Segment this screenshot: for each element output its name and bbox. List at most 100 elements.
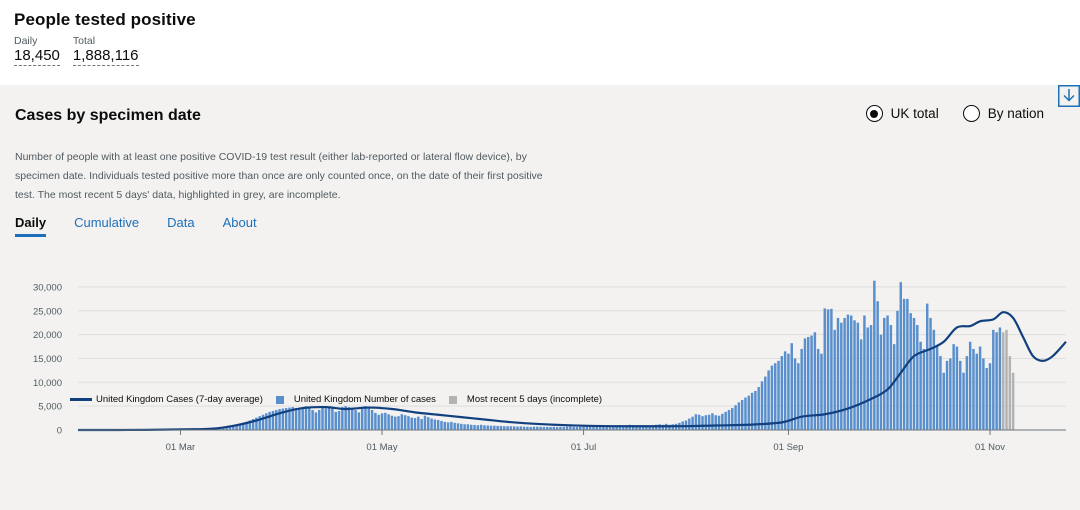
case-bar [807, 337, 810, 430]
case-bar [456, 423, 460, 430]
case-bar [222, 427, 225, 430]
case-bar [284, 408, 288, 430]
case-bar [912, 317, 916, 430]
case-bar [555, 427, 559, 430]
case-bar [539, 426, 542, 430]
case-bar [314, 412, 318, 430]
case-bar [265, 413, 268, 430]
case-bar [959, 360, 962, 430]
case-bar [281, 408, 285, 430]
case-bar [397, 416, 400, 430]
case-bar [945, 360, 949, 430]
case-bar [512, 426, 516, 430]
radio-selected-icon[interactable] [865, 105, 883, 122]
case-bar [549, 426, 552, 430]
case-bar [387, 414, 390, 430]
x-tick-label: 01 Jul [571, 442, 596, 453]
case-bar [251, 419, 255, 430]
daily-label: Daily [14, 35, 38, 47]
case-bar [750, 392, 754, 430]
case-bar [942, 372, 945, 430]
case-bar [370, 409, 374, 430]
case-bar [602, 426, 605, 430]
case-bar [975, 353, 979, 430]
case-bar [734, 405, 737, 430]
case-bar [463, 424, 466, 430]
case-bar [347, 407, 351, 430]
case-bar [423, 415, 427, 430]
x-tick-label: 01 Mar [166, 442, 196, 453]
case-bar [932, 329, 936, 430]
y-tick-label: 30,000 [33, 282, 62, 293]
case-bar [840, 322, 843, 430]
case-bar [294, 408, 298, 430]
card-title: Cases by specimen date [15, 107, 201, 124]
radio-uk-total[interactable]: UK total [865, 105, 939, 122]
case-bar [341, 407, 344, 430]
case-bar [780, 356, 784, 430]
case-bar [697, 414, 701, 430]
case-bar [354, 409, 357, 430]
case-bar [466, 424, 470, 430]
card-description: Number of people with at least one posit… [15, 151, 543, 201]
case-bar [275, 409, 278, 430]
y-tick-label: 15,000 [33, 354, 62, 365]
legend-average-label: United Kingdom Cases (7-day average) [96, 394, 263, 405]
tab-data[interactable]: Data [167, 215, 195, 230]
case-bar [916, 325, 919, 430]
case-bar [572, 426, 575, 430]
case-bar [764, 376, 767, 430]
case-bar [767, 370, 770, 430]
case-bar [476, 425, 480, 430]
case-bar [552, 426, 556, 430]
case-bar [813, 332, 817, 430]
case-bar [337, 410, 341, 430]
case-bar [588, 426, 592, 430]
case-bar [417, 416, 420, 430]
case-bar [978, 346, 982, 430]
case-bar [469, 424, 473, 430]
case-bar [714, 415, 717, 430]
case-bar [859, 339, 863, 430]
daily-value[interactable]: 18,450 [14, 47, 60, 66]
tab-cumulative[interactable]: Cumulative [74, 215, 140, 230]
case-bar [569, 426, 572, 430]
case-bar [536, 426, 539, 430]
radio-unselected-icon[interactable] [962, 105, 980, 122]
y-tick-label: 20,000 [33, 330, 62, 341]
case-bar [516, 426, 519, 430]
case-bar [724, 411, 727, 430]
case-bar [218, 428, 222, 430]
case-bar [228, 426, 232, 430]
case-bar [846, 314, 850, 430]
case-bar [460, 423, 463, 430]
incomplete-bar [1011, 372, 1015, 430]
case-bar [952, 344, 955, 430]
case-bar [803, 338, 807, 430]
case-bar [232, 425, 235, 430]
case-bar [631, 424, 635, 430]
case-bar [436, 419, 440, 430]
incomplete-bar [1005, 329, 1008, 430]
total-value[interactable]: 1,888,116 [72, 47, 139, 66]
case-bar [856, 322, 860, 430]
case-bar [321, 408, 324, 430]
average-line [77, 311, 1067, 432]
cases-chart: 0 5,000 10,000 15,000 20,000 25,000 30,000 01 M… [33, 280, 1067, 453]
total-label: Total [72, 35, 96, 47]
case-bar [235, 425, 238, 430]
area-radio-group: UK total By nation [865, 105, 1044, 122]
tab-about[interactable]: About [222, 215, 257, 230]
case-bar [896, 310, 899, 430]
case-bar [608, 426, 612, 430]
case-bar [833, 329, 836, 430]
legend-item-cases: United Kingdom Number of cases [275, 394, 436, 405]
tab-daily[interactable]: Daily [15, 215, 47, 237]
case-bar [393, 416, 397, 430]
case-bar [922, 348, 926, 430]
case-bar [939, 356, 942, 430]
case-bar [929, 317, 932, 430]
case-bar [823, 308, 827, 430]
download-icon[interactable] [1058, 85, 1080, 107]
radio-by-nation[interactable]: By nation [962, 105, 1044, 122]
